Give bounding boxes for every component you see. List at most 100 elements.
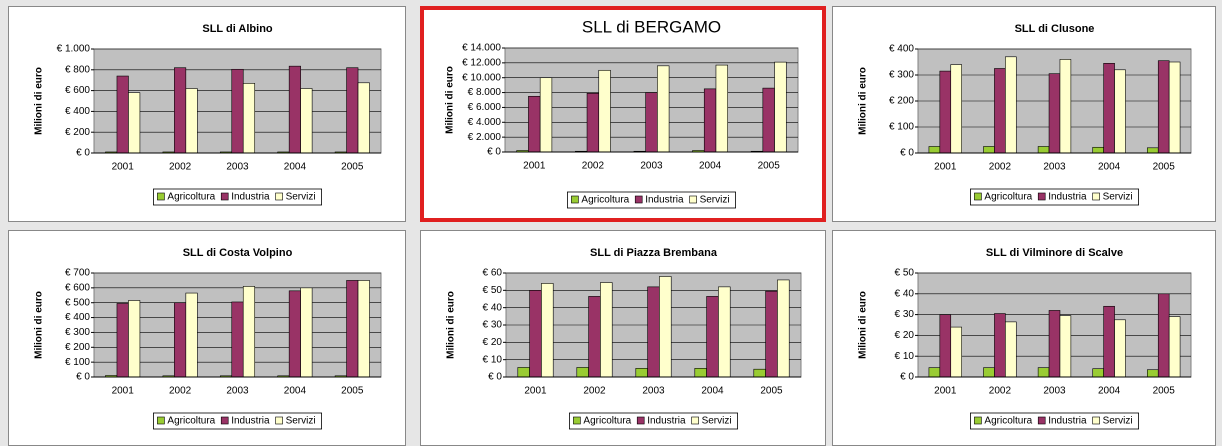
bar	[1005, 56, 1017, 154]
bar	[1037, 146, 1050, 154]
chart: SLL di Costa Volpino Milioni di euro € 0 € …	[34, 247, 382, 430]
y-axis-label: Milioni di euro	[34, 291, 45, 359]
y-tick-label: € 100	[889, 122, 914, 133]
legend-label: Industria	[645, 195, 684, 206]
legend-swatch	[1092, 416, 1100, 425]
x-tick-label: 2002	[169, 386, 192, 397]
x-tick-label: 2005	[341, 162, 364, 173]
legend-swatch	[157, 192, 165, 201]
bar	[300, 287, 313, 378]
y-tick-label: € 4.000	[468, 117, 502, 128]
x-tick-label: 2005	[760, 386, 783, 397]
bar	[928, 146, 941, 154]
bar	[774, 61, 787, 153]
bar	[765, 290, 778, 378]
y-tick-label: € 10.000	[462, 72, 501, 83]
chart-panel: SLL di BERGAMO Milioni di euro € 0 € 2.000 €…	[420, 6, 826, 222]
bar	[777, 279, 790, 378]
y-tick-label: € 200	[65, 342, 90, 353]
legend-label: Industria	[647, 416, 686, 427]
bar	[529, 290, 542, 378]
y-tick-label: € 10	[895, 351, 915, 362]
bar	[1157, 60, 1170, 154]
legend-swatch	[573, 416, 581, 425]
y-tick-label: € 0	[487, 147, 501, 158]
chart: SLL di Piazza Brembana Milioni di euro € 0…	[446, 247, 802, 430]
x-tick-label: 2005	[758, 161, 781, 172]
bar	[185, 292, 198, 378]
y-tick-label: € 600	[65, 282, 90, 293]
bar	[598, 69, 611, 153]
bar	[231, 68, 244, 154]
bar	[600, 282, 613, 378]
x-tick-label: 2002	[989, 162, 1012, 173]
y-tick-label: € 300	[65, 327, 90, 338]
legend-swatch	[571, 195, 579, 204]
chart-panel: SLL di Clusone Milioni di euro € 0 € 100 € 2…	[832, 6, 1216, 222]
bar	[657, 65, 670, 153]
y-tick-label: € 14.000	[462, 43, 501, 54]
legend-swatch	[634, 195, 643, 204]
bar	[588, 296, 601, 378]
bar	[1114, 319, 1126, 378]
x-tick-label: 2003	[1043, 386, 1066, 397]
bar	[539, 77, 553, 153]
y-axis-label: Milioni di euro	[858, 67, 869, 135]
bar	[288, 290, 301, 378]
bar	[928, 367, 941, 378]
x-tick-label: 2001	[524, 386, 547, 397]
chart-title: SLL di Albino	[202, 23, 273, 35]
x-tick-label: 2004	[284, 386, 307, 397]
x-tick-label: 2001	[112, 386, 135, 397]
x-tick-label: 2005	[1153, 162, 1176, 173]
bar	[517, 367, 530, 378]
legend-label: Servizi	[702, 416, 732, 427]
legend-swatch	[157, 416, 165, 425]
legend-label: Industria	[231, 416, 270, 427]
bar	[1059, 59, 1072, 154]
y-axis-label: Milioni di euro	[446, 291, 457, 359]
legend-label: Servizi	[1103, 416, 1133, 427]
bar	[174, 302, 187, 378]
y-axis-label: Milioni di euro	[858, 291, 869, 359]
y-tick-label: € 0	[900, 148, 914, 159]
y-tick-label: € 12.000	[462, 57, 501, 68]
x-tick-label: 2005	[1153, 386, 1176, 397]
bar	[1157, 293, 1170, 378]
bar	[128, 300, 141, 378]
bar	[703, 88, 717, 153]
bar	[706, 296, 719, 378]
legend-swatch	[275, 192, 283, 201]
legend-label: Industria	[1048, 192, 1087, 203]
legend-label: Industria	[1048, 416, 1087, 427]
x-tick-label: 2001	[112, 162, 135, 173]
bar	[983, 367, 995, 378]
bar	[1059, 315, 1072, 378]
y-tick-label: € 500	[65, 297, 90, 308]
legend-label: Agricoltura	[167, 192, 215, 203]
legend-swatch	[1092, 192, 1100, 201]
x-tick-label: 2002	[169, 162, 192, 173]
bar	[645, 92, 658, 153]
bar	[718, 286, 731, 378]
x-tick-label: 2001	[934, 386, 957, 397]
y-axis-label: Milioni di euro	[34, 67, 45, 135]
y-tick-label: € 0	[900, 372, 914, 383]
bar	[357, 82, 370, 154]
legend-label: Industria	[231, 192, 270, 203]
bar	[541, 283, 554, 378]
y-tick-label: € 30	[895, 309, 915, 320]
legend-swatch	[636, 416, 645, 425]
bar	[939, 314, 952, 378]
x-tick-label: 2001	[523, 161, 546, 172]
y-tick-label: € 200	[65, 127, 90, 138]
bar	[715, 64, 728, 153]
x-tick-label: 2005	[341, 386, 364, 397]
legend-swatch	[974, 416, 982, 425]
y-tick-label: € 700	[65, 268, 90, 279]
bar	[939, 70, 952, 154]
bar	[242, 83, 256, 154]
y-tick-label: € 600	[65, 85, 90, 96]
bar	[174, 67, 187, 154]
legend-swatch	[1037, 416, 1046, 425]
